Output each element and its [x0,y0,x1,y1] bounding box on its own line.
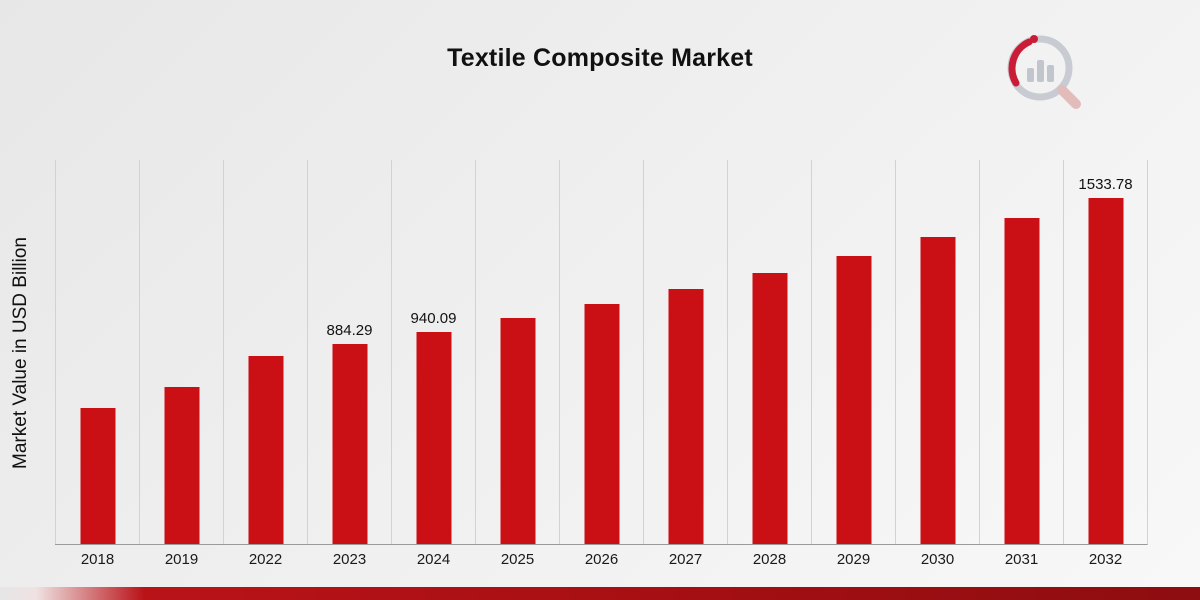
footer-stripe [0,587,1200,600]
x-tick-2018: 2018 [80,551,115,568]
bar-2018 [80,407,115,544]
chart-column-2022: 2022 [223,160,307,568]
bar-2027 [668,288,703,544]
bar-2031 [1004,218,1039,544]
data-label-2024: 940.09 [410,309,457,327]
x-tick-2030: 2030 [920,551,955,568]
x-tick-2025: 2025 [500,551,535,568]
chart-column-2031: 2031 [979,160,1063,568]
chart-title: Textile Composite Market [447,44,753,72]
x-tick-2022: 2022 [248,551,283,568]
chart-column-2028: 2028 [727,160,811,568]
y-axis-label: Market Value in USD Billion [10,236,31,469]
chart-column-2018: 2018 [55,160,139,568]
x-tick-2028: 2028 [752,551,787,568]
x-tick-2023: 2023 [332,551,367,568]
bar-2026 [584,304,619,544]
bar-2022 [248,356,283,544]
x-tick-2031: 2031 [1004,551,1039,568]
plot-area: 2018 2019 2022 884.29 2023 940.09 2024 2025 2026… [55,160,1148,568]
chart-column-2030: 2030 [895,160,979,568]
bar-2028 [752,272,787,544]
chart-column-2025: 2025 [475,160,559,568]
bar-2029 [836,255,871,544]
chart-column-2026: 2026 [559,160,643,568]
bar-2019 [164,387,199,544]
bar-2023 [332,344,367,544]
x-tick-2026: 2026 [584,551,619,568]
bar-2032 [1088,197,1123,544]
market-research-logo-icon [1007,35,1081,109]
chart-column-2029: 2029 [811,160,895,568]
x-tick-2024: 2024 [416,551,451,568]
x-tick-2029: 2029 [836,551,871,568]
bar-2030 [920,237,955,544]
chart-column-2019: 2019 [139,160,223,568]
chart-column-2023: 884.29 2023 [307,160,391,568]
y-axis-label-wrap: Market Value in USD Billion [6,160,36,545]
x-tick-2032: 2032 [1088,551,1123,568]
x-tick-2027: 2027 [668,551,703,568]
data-label-2023: 884.29 [326,322,373,340]
x-tick-2019: 2019 [164,551,199,568]
bar-2025 [500,318,535,544]
bar-series: 2018 2019 2022 884.29 2023 940.09 2024 2025 2026… [55,160,1148,568]
chart-column-2027: 2027 [643,160,727,568]
bar-2024 [416,331,451,544]
data-label-2032: 1533.78 [1078,175,1133,193]
chart-column-2024: 940.09 2024 [391,160,475,568]
chart-column-2032: 1533.78 2032 [1063,160,1147,568]
